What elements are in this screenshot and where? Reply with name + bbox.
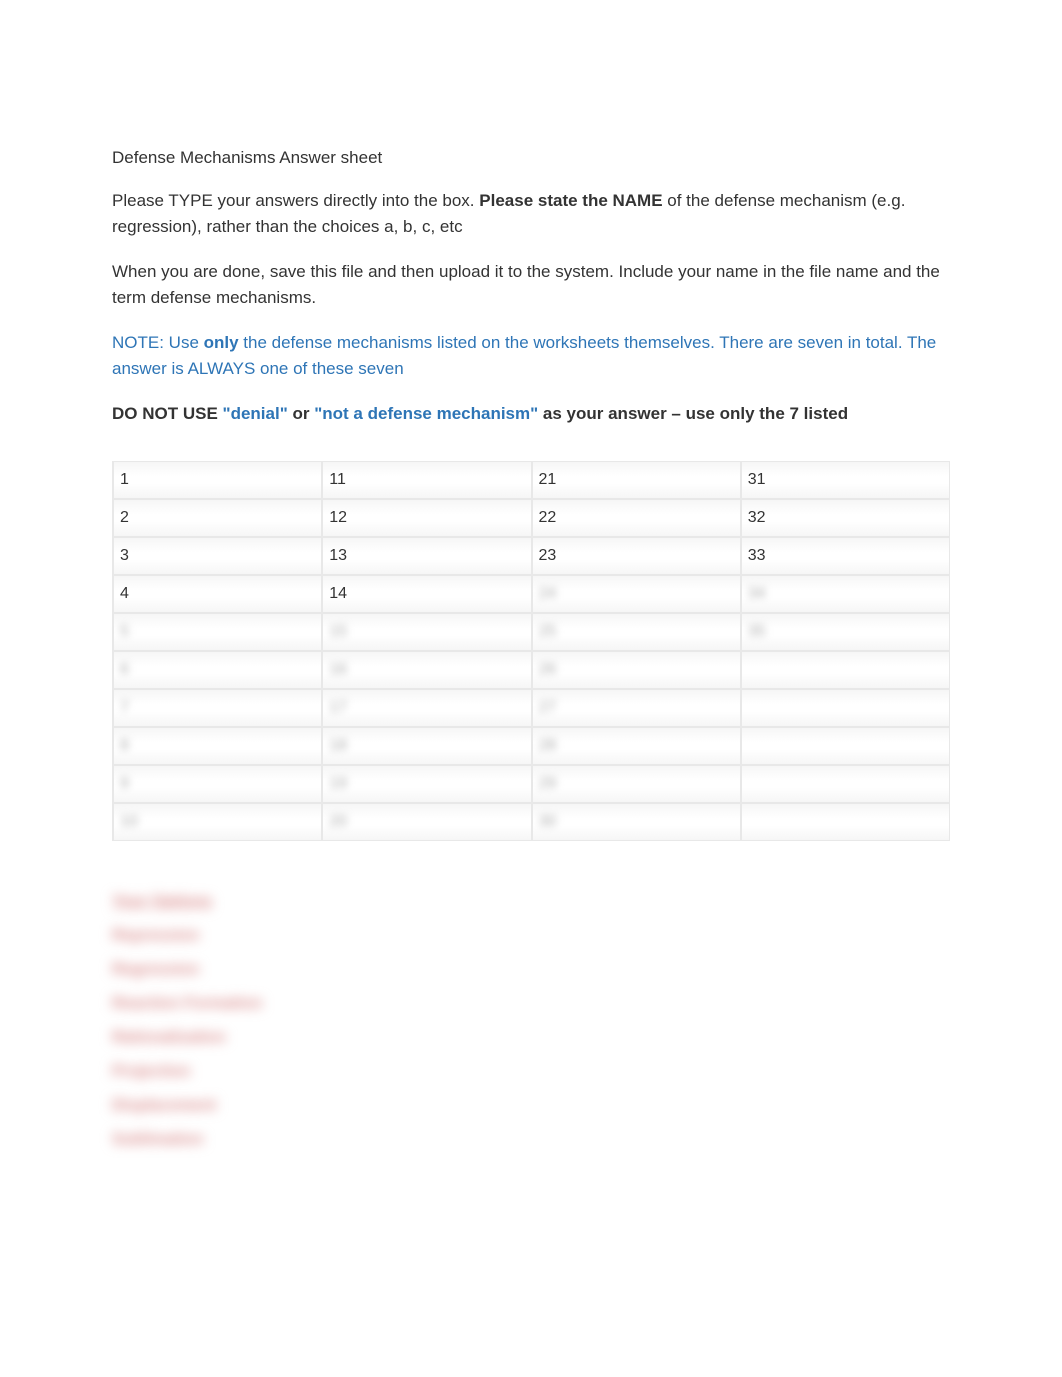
note-instruction: NOTE: Use only the defense mechanisms li…	[112, 330, 950, 381]
answer-grid: 1234567891011121314151617181920212223242…	[112, 461, 950, 841]
options-header: Your Options	[112, 893, 950, 911]
answer-cell[interactable]: 12	[321, 499, 530, 537]
instruction-1-bold: Please state the NAME	[479, 191, 667, 210]
answer-cell-blurred[interactable]: 27	[531, 689, 740, 727]
answer-cell-blurred[interactable]	[740, 727, 949, 765]
donot-part2: or	[292, 404, 314, 423]
option-item: Projection	[112, 1063, 950, 1081]
options-list: Your Options Repression Regression Reaction…	[112, 893, 950, 1149]
option-item: Repression	[112, 927, 950, 945]
answer-cell-blurred[interactable]: 34	[740, 575, 949, 613]
answer-column: 12345678910	[112, 461, 321, 841]
option-item: Sublimation	[112, 1131, 950, 1149]
answer-cell-blurred[interactable]: 25	[531, 613, 740, 651]
instruction-1: Please TYPE your answers directly into t…	[112, 188, 950, 239]
answer-cell-blurred[interactable]	[740, 689, 949, 727]
note-part1: NOTE: Use	[112, 333, 204, 352]
answer-cell[interactable]: 32	[740, 499, 949, 537]
answer-column: 11121314151617181920	[321, 461, 530, 841]
answer-cell-blurred[interactable]: 7	[112, 689, 321, 727]
donot-instruction: DO NOT USE "denial" or "not a defense me…	[112, 401, 950, 427]
answer-cell-blurred[interactable]: 10	[112, 803, 321, 841]
answer-column: 21222324252627282930	[531, 461, 740, 841]
answer-cell-blurred[interactable]: 17	[321, 689, 530, 727]
answer-cell-blurred[interactable]: 28	[531, 727, 740, 765]
answer-cell-blurred[interactable]: 15	[321, 613, 530, 651]
donot-blue2: "not a defense mechanism"	[314, 404, 543, 423]
answer-cell[interactable]: 2	[112, 499, 321, 537]
answer-cell-blurred[interactable]: 9	[112, 765, 321, 803]
answer-cell-blurred[interactable]: 24	[531, 575, 740, 613]
donot-part1: DO NOT USE	[112, 404, 223, 423]
answer-cell-blurred[interactable]: 30	[531, 803, 740, 841]
answer-cell-blurred[interactable]: 35	[740, 613, 949, 651]
answer-cell-blurred[interactable]	[740, 803, 949, 841]
option-item: Displacement	[112, 1097, 950, 1115]
answer-cell-blurred[interactable]: 6	[112, 651, 321, 689]
option-item: Rationalization	[112, 1029, 950, 1047]
document-title: Defense Mechanisms Answer sheet	[112, 148, 950, 168]
answer-cell-blurred[interactable]: 19	[321, 765, 530, 803]
answer-cell[interactable]: 13	[321, 537, 530, 575]
answer-cell[interactable]: 23	[531, 537, 740, 575]
answer-cell-blurred[interactable]	[740, 765, 949, 803]
option-item: Regression	[112, 961, 950, 979]
answer-cell[interactable]: 1	[112, 461, 321, 499]
answer-cell[interactable]: 33	[740, 537, 949, 575]
instruction-1-part1: Please TYPE your answers directly into t…	[112, 191, 479, 210]
answer-cell-blurred[interactable]: 26	[531, 651, 740, 689]
answer-cell[interactable]: 14	[321, 575, 530, 613]
answer-cell-blurred[interactable]: 16	[321, 651, 530, 689]
donot-part3: as your answer – use only the 7 listed	[543, 404, 848, 423]
answer-cell[interactable]: 11	[321, 461, 530, 499]
answer-cell[interactable]: 22	[531, 499, 740, 537]
answer-cell-blurred[interactable]: 29	[531, 765, 740, 803]
answer-cell[interactable]: 4	[112, 575, 321, 613]
instruction-2: When you are done, save this file and th…	[112, 259, 950, 310]
answer-cell[interactable]: 21	[531, 461, 740, 499]
note-bold: only	[204, 333, 244, 352]
answer-cell-blurred[interactable]: 18	[321, 727, 530, 765]
answer-cell-blurred[interactable]: 8	[112, 727, 321, 765]
answer-cell[interactable]: 3	[112, 537, 321, 575]
donot-blue1: "denial"	[223, 404, 293, 423]
option-item: Reaction Formation	[112, 995, 950, 1013]
answer-cell[interactable]: 31	[740, 461, 949, 499]
answer-cell-blurred[interactable]	[740, 651, 949, 689]
answer-column: 3132333435	[740, 461, 949, 841]
answer-cell-blurred[interactable]: 20	[321, 803, 530, 841]
answer-cell-blurred[interactable]: 5	[112, 613, 321, 651]
